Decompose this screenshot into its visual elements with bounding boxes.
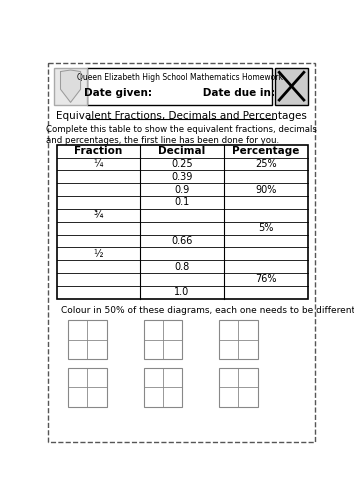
- Text: Complete this table to show the equivalent fractions, decimals
and percentages, : Complete this table to show the equivale…: [46, 126, 317, 145]
- Text: ¼: ¼: [94, 159, 103, 169]
- Text: 0.66: 0.66: [171, 236, 193, 246]
- Text: 90%: 90%: [255, 184, 276, 194]
- Bar: [87, 68, 272, 104]
- Bar: [275, 68, 308, 104]
- Text: 76%: 76%: [255, 274, 276, 284]
- Text: Decimal: Decimal: [159, 146, 206, 156]
- Text: ¾: ¾: [94, 210, 103, 220]
- Bar: [55, 68, 87, 104]
- Text: 0.8: 0.8: [175, 262, 190, 272]
- Text: 0.1: 0.1: [175, 198, 190, 207]
- Bar: [144, 320, 182, 359]
- Polygon shape: [61, 70, 81, 102]
- Text: 0.25: 0.25: [171, 159, 193, 169]
- Text: 25%: 25%: [255, 159, 276, 169]
- Bar: [68, 368, 107, 406]
- Text: Date given:              Date due in:: Date given: Date due in:: [84, 88, 275, 98]
- Bar: [219, 368, 258, 406]
- Text: Colour in 50% of these diagrams, each one needs to be different.: Colour in 50% of these diagrams, each on…: [61, 306, 354, 316]
- Text: 0.39: 0.39: [171, 172, 193, 182]
- Text: 0.9: 0.9: [175, 184, 190, 194]
- Text: Equivalent Fractions, Decimals and Percentages: Equivalent Fractions, Decimals and Perce…: [56, 111, 307, 121]
- Bar: [219, 320, 258, 359]
- Text: Percentage: Percentage: [232, 146, 299, 156]
- Text: 5%: 5%: [258, 223, 274, 233]
- Bar: [57, 144, 308, 298]
- Text: Fraction: Fraction: [74, 146, 122, 156]
- Bar: [144, 368, 182, 406]
- Bar: [68, 320, 107, 359]
- Text: Queen Elizabeth High School Mathematics Homework: Queen Elizabeth High School Mathematics …: [77, 73, 283, 82]
- Text: ½: ½: [94, 249, 103, 259]
- Text: 1.0: 1.0: [175, 288, 190, 298]
